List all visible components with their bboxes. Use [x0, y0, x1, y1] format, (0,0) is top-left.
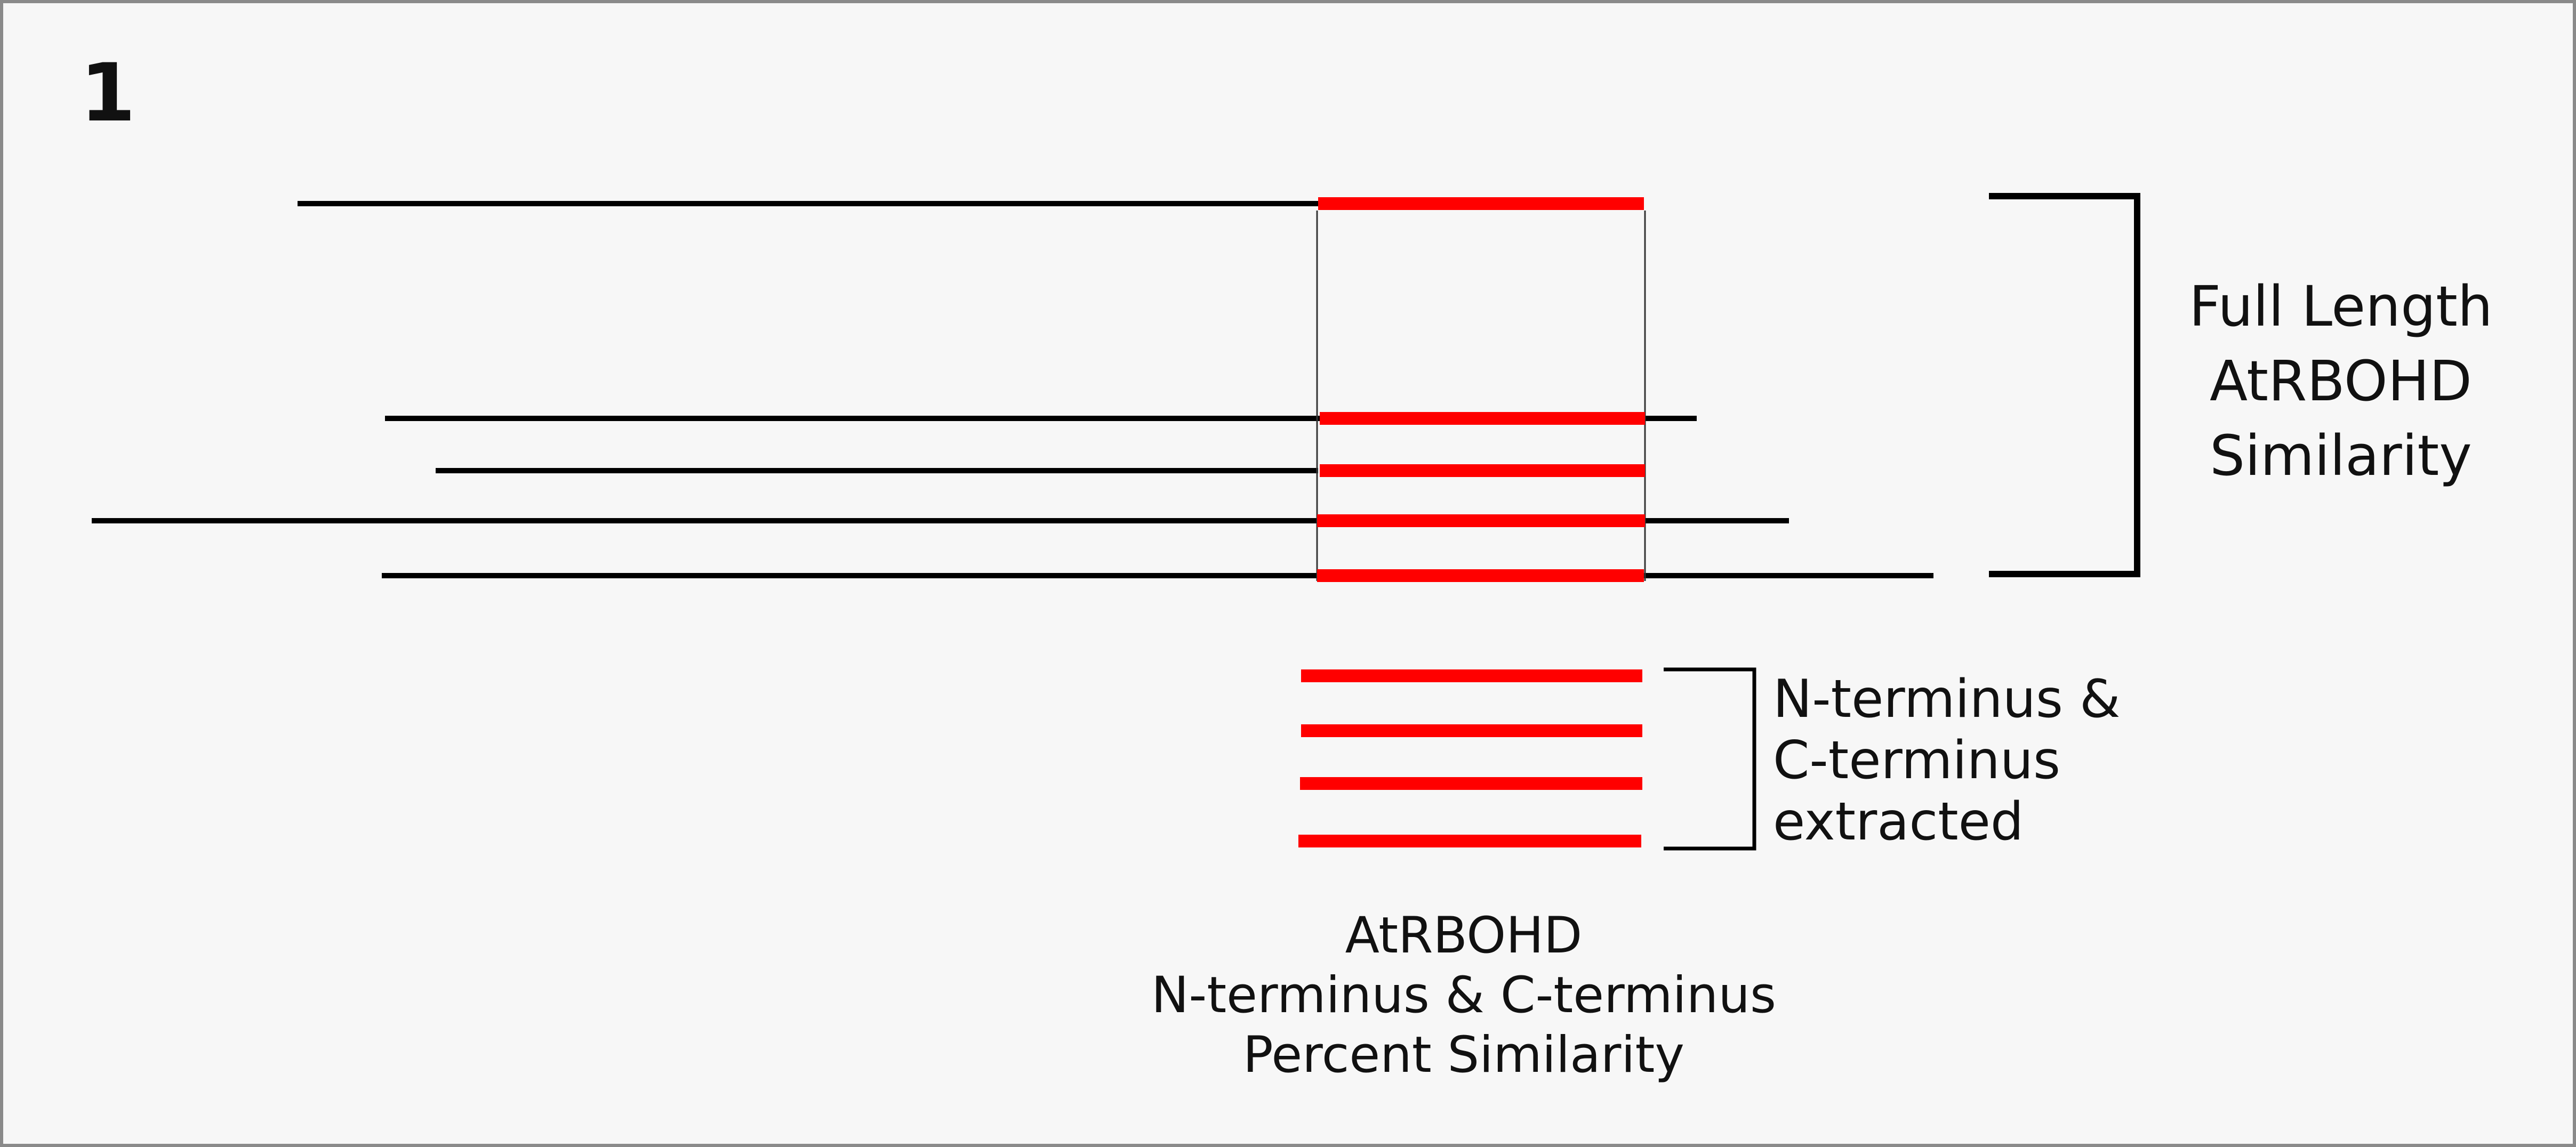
panel-number: 1: [80, 47, 136, 140]
bottom-label-line-2: N-terminus & C-terminus: [1151, 966, 1776, 1024]
terminus-extracted-label: N-terminus & C-terminus extracted: [1773, 669, 2121, 853]
bottom-label-line-1: AtRBOHD: [1345, 907, 1583, 965]
terminus-segments: [1317, 197, 1645, 582]
full-length-label-line-1: Full Length: [2189, 274, 2493, 339]
terminus-extracted-line-3: extracted: [1773, 791, 2024, 852]
extracted-segments: [1298, 669, 1642, 847]
full-length-label-line-3: Similarity: [2210, 423, 2472, 488]
terminus-extracted-line-2: C-terminus: [1773, 730, 2061, 791]
full-length-sequences: [92, 201, 1933, 578]
full-length-similarity-label: Full Length AtRBOHD Similarity: [2154, 269, 2527, 493]
full-length-bracket: [1989, 193, 2140, 577]
full-length-label-line-2: AtRBOHD: [2209, 349, 2473, 414]
terminus-extracted-line-1: N-terminus &: [1773, 669, 2121, 730]
bottom-label-line-3: Percent Similarity: [1242, 1026, 1684, 1084]
extracted-bracket: [1664, 667, 1756, 851]
percent-similarity-label: AtRBOHD N-terminus & C-terminus Percent …: [1098, 906, 1829, 1085]
